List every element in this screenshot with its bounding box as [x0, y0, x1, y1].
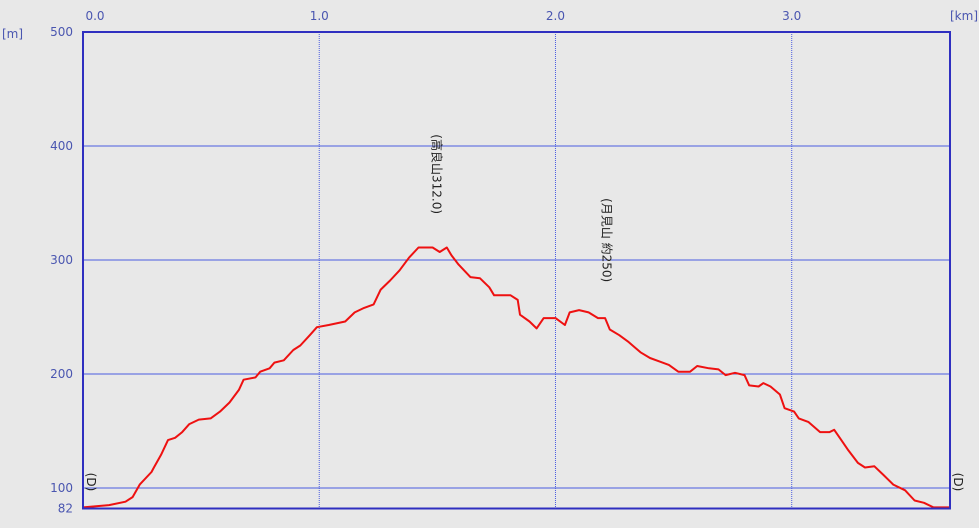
y-tick-label: 300 — [50, 253, 73, 267]
y-tick-label: 100 — [50, 481, 73, 495]
summit-annotation: (高良山312.0) — [429, 134, 444, 214]
summit-annotation: (月見山 約250) — [599, 198, 614, 282]
x-tick-label: 3.0 — [782, 9, 801, 23]
y-tick-label: 82 — [58, 502, 73, 516]
x-unit-label: [km] — [950, 9, 978, 23]
plot-frame — [82, 31, 951, 510]
y-tick-label: 200 — [50, 367, 73, 381]
grid — [83, 32, 950, 509]
y-tick-label: 500 — [50, 25, 73, 39]
annotations: (高良山312.0) (月見山 約250) (D) (D) — [84, 134, 965, 491]
x-tick-label: 1.0 — [310, 9, 329, 23]
elevation-line — [82, 246, 950, 509]
end-marker: (D) — [951, 473, 965, 492]
tick-labels: 500 400 300 200 100 82 0.0 1.0 2.0 3.0 — [50, 9, 801, 516]
y-unit-label: [m] — [2, 27, 23, 41]
x-tick-label: 2.0 — [546, 9, 565, 23]
y-tick-label: 400 — [50, 139, 73, 153]
series — [82, 246, 950, 509]
x-tick-label: 0.0 — [85, 9, 104, 23]
start-marker: (D) — [84, 473, 98, 492]
